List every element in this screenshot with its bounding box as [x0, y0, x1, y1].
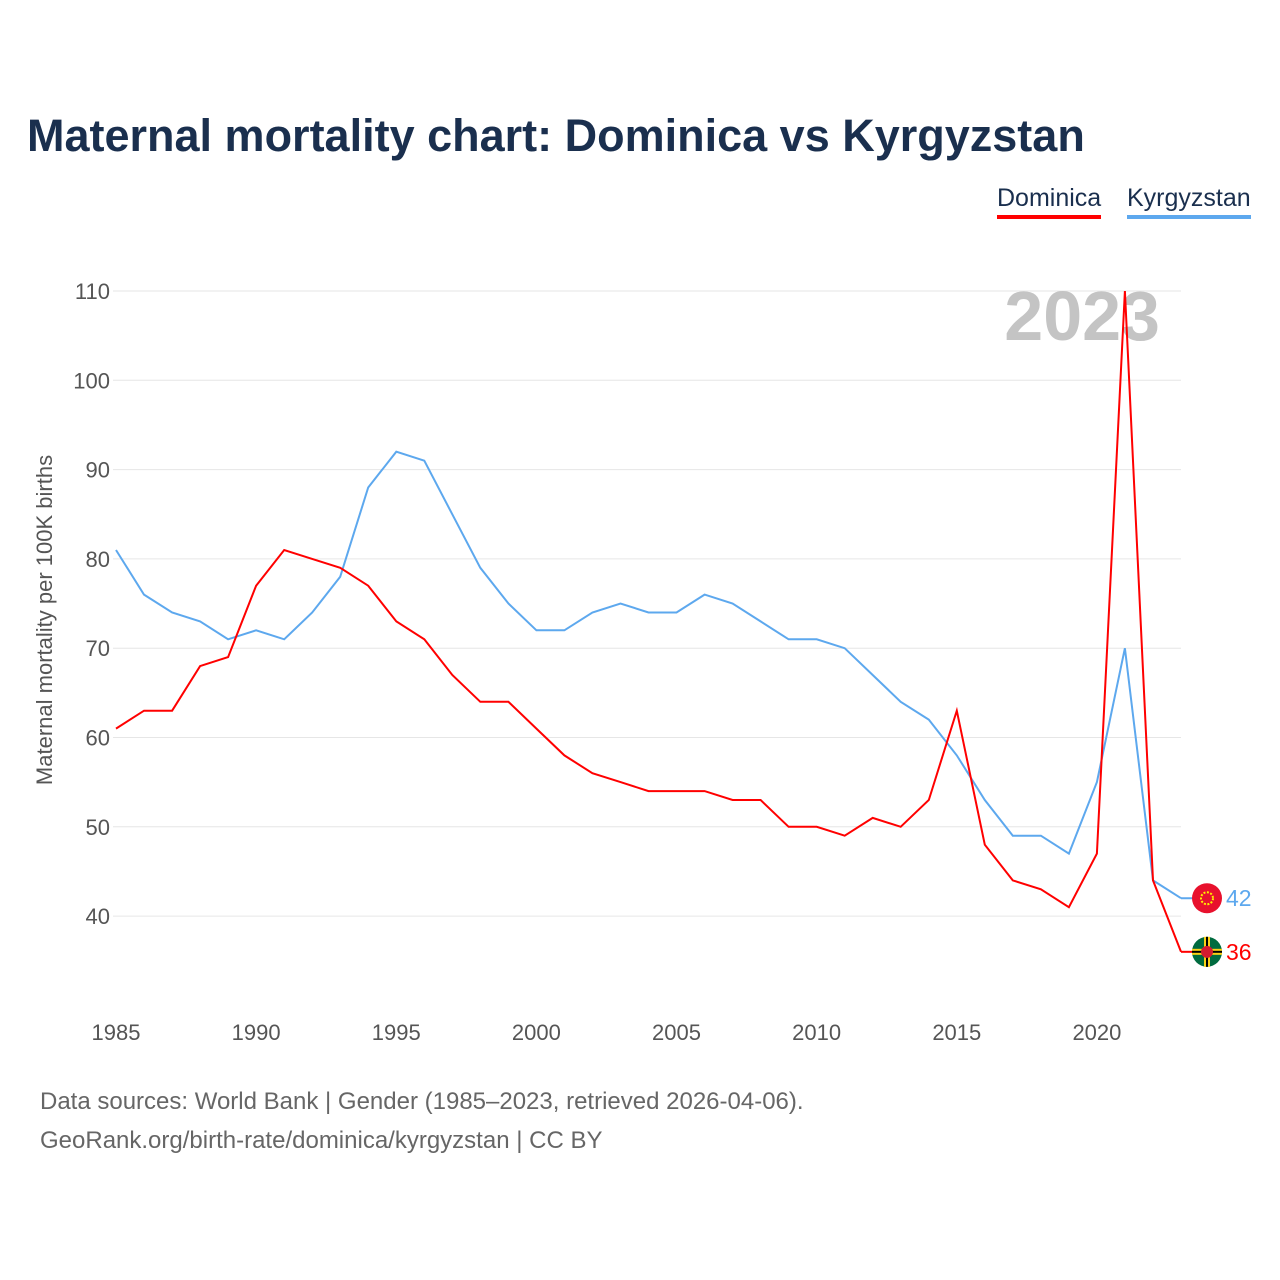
y-tick-label: 50	[86, 815, 110, 840]
x-tick-label: 2015	[932, 1020, 981, 1045]
y-tick-label: 80	[86, 547, 110, 572]
chart-title: Maternal mortality chart: Dominica vs Ky…	[27, 110, 1085, 161]
y-tick-label: 90	[86, 458, 110, 483]
x-tick-label: 1995	[372, 1020, 421, 1045]
x-tick-label: 2010	[792, 1020, 841, 1045]
x-tick-label: 2020	[1072, 1020, 1121, 1045]
series-line-dominica	[115, 290, 1182, 953]
y-tick-label: 60	[86, 726, 110, 751]
y-tick-label: 100	[73, 368, 110, 393]
x-tick-label: 1985	[92, 1020, 141, 1045]
kyrgyzstan-flag-icon	[1192, 883, 1222, 914]
end-value-label: 42	[1226, 885, 1252, 911]
source-note: Data sources: World Bank | Gender (1985–…	[40, 1088, 804, 1115]
kyrgyzstan-flag-sun	[1200, 891, 1214, 906]
end-value-label: 36	[1226, 939, 1252, 965]
y-tick-label: 110	[75, 279, 110, 304]
y-axis-label: Maternal mortality per 100K births	[32, 455, 57, 785]
series-line-kyrgyzstan	[115, 450, 1182, 900]
source-url[interactable]: GeoRank.org/birth-rate/dominica/kyrgyzst…	[40, 1127, 603, 1154]
x-tick-label: 1990	[232, 1020, 281, 1045]
dominica-flag-disc	[1201, 945, 1213, 958]
x-tick-label: 2005	[652, 1020, 701, 1045]
x-tick-label: 2000	[512, 1020, 561, 1045]
year-watermark: 2023	[1004, 277, 1160, 355]
y-tick-label: 70	[86, 636, 110, 661]
legend-kyrgyzstan[interactable]: Kyrgyzstan	[1127, 184, 1251, 219]
legend-dominica[interactable]: Dominica	[997, 184, 1102, 219]
y-tick-label: 40	[86, 904, 110, 929]
